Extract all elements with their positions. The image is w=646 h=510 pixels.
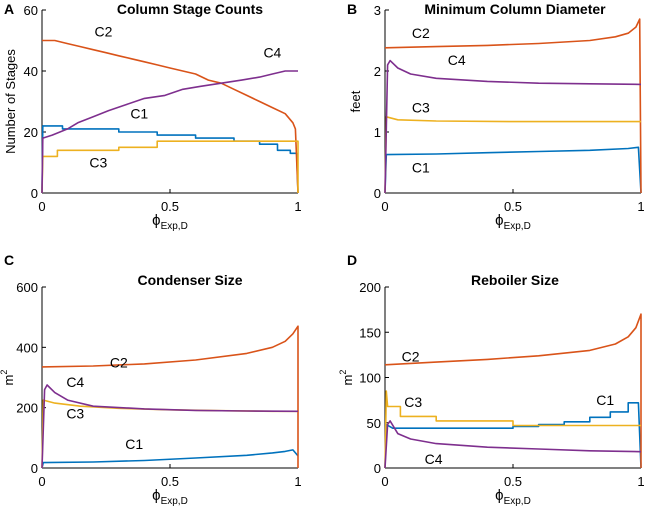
x-axis-label-a: ϕExp,D <box>152 212 188 232</box>
panel-letter-b: B <box>347 1 357 17</box>
y-tick-label-a: 0 <box>31 186 38 201</box>
chart-title-b: Minimum Column Diameter <box>424 1 606 17</box>
series-line-c-c2 <box>41 325 299 468</box>
x-axis-label-main: ϕ <box>152 487 160 504</box>
y-axis-label-main: feet <box>348 90 363 112</box>
x-tick-label-b: 0.5 <box>504 199 522 214</box>
x-tick-label-b: 0 <box>381 199 388 214</box>
series-line-a-c3 <box>41 140 299 194</box>
y-axis-label-main: Number of Stages <box>3 49 18 154</box>
x-axis-label-main: ϕ <box>495 487 503 504</box>
chart-title-a: Column Stage Counts <box>117 1 263 17</box>
y-tick-label-d: 100 <box>359 371 381 386</box>
y-tick-label-c: 600 <box>16 280 38 295</box>
series-label-d-c3: C3 <box>404 394 422 410</box>
y-tick-label-b: 3 <box>374 3 381 18</box>
series-label-c-c4: C4 <box>66 374 84 390</box>
y-tick-label-d: 200 <box>359 280 381 295</box>
x-tick-label-d: 0.5 <box>504 474 522 489</box>
panel-letter-a: A <box>4 1 14 17</box>
series-line-b-c4 <box>384 59 642 194</box>
series-line-a-c2 <box>42 39 299 194</box>
y-tick-label-a: 40 <box>24 64 38 79</box>
panel-letter-c: C <box>4 252 14 268</box>
y-tick-label-b: 2 <box>374 64 381 79</box>
y-axis-label-sup: 2 <box>0 370 9 375</box>
x-axis-label-b: ϕExp,D <box>495 212 531 232</box>
x-tick-label-b: 1 <box>637 199 644 214</box>
x-tick-label-c: 1 <box>294 474 301 489</box>
x-axis-label-main: ϕ <box>495 212 503 229</box>
panel-b: B Minimum Column Diameter 0 1 2 3 0 0.5 1 ϕExp,D f… <box>347 1 645 232</box>
y-axis-label-a: Number of Stages <box>3 49 18 154</box>
chart-title-d: Reboiler Size <box>471 272 559 288</box>
series-label-b-c3: C3 <box>412 100 430 116</box>
y-tick-label-d: 0 <box>374 461 381 476</box>
y-tick-label-a: 60 <box>24 3 38 18</box>
y-tick-label-c: 0 <box>31 461 38 476</box>
series-label-b-c4: C4 <box>448 52 466 68</box>
series-label-c-c1: C1 <box>125 436 143 452</box>
panel-d: D Reboiler Size 0 50 100 150 200 0 0.5 1 ϕExp,D m2 C… <box>338 252 645 507</box>
y-axis-label-d: m2 <box>338 370 355 386</box>
y-tick-label-c: 200 <box>16 401 38 416</box>
series-label-d-c4: C4 <box>425 451 443 467</box>
x-axis-label-sub: Exp,D <box>504 496 531 507</box>
y-tick-label-b: 0 <box>374 186 381 201</box>
x-tick-label-a: 1 <box>294 199 301 214</box>
series-label-a-c3: C3 <box>89 155 107 171</box>
series-line-a-c1 <box>41 125 299 194</box>
series-line-d-c2 <box>384 313 642 468</box>
x-tick-label-d: 1 <box>637 474 644 489</box>
x-tick-label-c: 0.5 <box>161 474 179 489</box>
series-label-a-c4: C4 <box>263 45 281 61</box>
series-label-d-c2: C2 <box>402 349 420 365</box>
y-axis-label-sup: 2 <box>338 370 348 375</box>
y-tick-label-d: 50 <box>367 416 381 431</box>
y-axis-label-main: m <box>1 375 16 386</box>
y-tick-label-c: 400 <box>16 340 38 355</box>
x-axis-label-d: ϕExp,D <box>495 487 531 507</box>
y-tick-label-d: 150 <box>359 325 381 340</box>
y-axis-label-c: m2 <box>0 370 16 386</box>
x-axis-label-sub: Exp,D <box>504 221 531 232</box>
y-axis-label-b: feet <box>348 90 363 112</box>
panel-a: A Column Stage Counts 0 20 40 60 0 0.5 1 ϕExp,D Nu… <box>3 1 302 232</box>
series-line-a-c4 <box>41 70 298 194</box>
y-axis-label-main: m <box>340 375 355 386</box>
x-tick-label-a: 0.5 <box>161 199 179 214</box>
series-label-a-c1: C1 <box>130 106 148 122</box>
y-tick-label-b: 1 <box>374 125 381 140</box>
x-tick-label-d: 0 <box>381 474 388 489</box>
x-axis-label-main: ϕ <box>152 212 160 229</box>
series-line-b-c2 <box>384 18 642 194</box>
series-line-c-c4 <box>41 384 299 469</box>
series-line-b-c1 <box>384 146 642 194</box>
series-label-d-c1: C1 <box>596 392 614 408</box>
x-axis-label-sub: Exp,D <box>161 496 188 507</box>
chart-title-c: Condenser Size <box>137 272 242 288</box>
x-axis-label-sub: Exp,D <box>161 221 188 232</box>
series-label-a-c2: C2 <box>94 23 112 39</box>
series-label-b-c1: C1 <box>412 159 430 175</box>
panel-letter-d: D <box>347 252 357 268</box>
x-axis-label-c: ϕExp,D <box>152 487 188 507</box>
panel-c: C Condenser Size 0 200 400 600 0 0.5 1 ϕExp,D m2 C1… <box>0 252 302 507</box>
series-line-d-c3 <box>384 390 641 469</box>
series-line-d-c4 <box>384 420 642 469</box>
series-label-c-c3: C3 <box>66 406 84 422</box>
x-tick-label-a: 0 <box>38 199 45 214</box>
series-line-c-c1 <box>41 449 299 469</box>
series-label-c-c2: C2 <box>110 354 128 370</box>
y-tick-label-a: 20 <box>24 125 38 140</box>
series-line-d-c1 <box>384 401 642 469</box>
x-tick-label-c: 0 <box>38 474 45 489</box>
series-label-b-c2: C2 <box>412 25 430 41</box>
